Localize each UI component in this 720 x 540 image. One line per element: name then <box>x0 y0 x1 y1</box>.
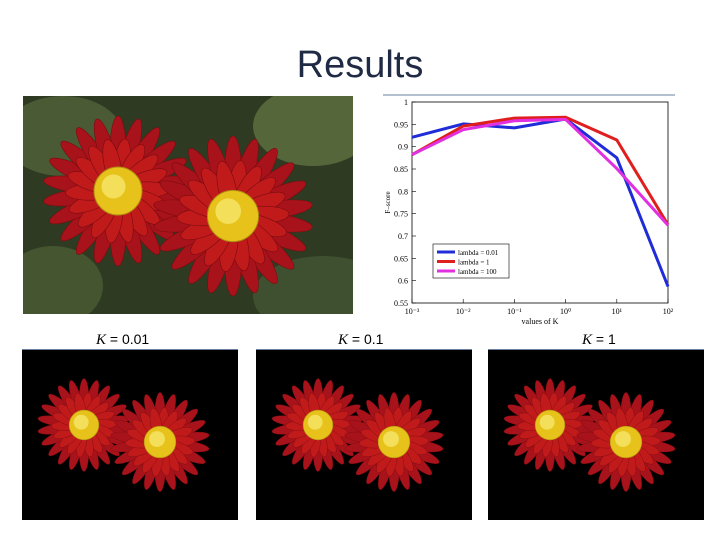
x-tick-label: 10² <box>663 307 674 316</box>
k-label-1: K = 0.01 <box>96 331 150 348</box>
fscore-chart: 0.55 0.6 0.65 0.7 0.75 0.8 0.85 0.9 0.95 1 10⁻³ 10⁻… <box>383 94 675 326</box>
x-tick-label: 10⁻¹ <box>507 307 522 316</box>
series-line-3 <box>411 117 670 227</box>
y-tick-label: 0.65 <box>394 254 408 263</box>
x-tick-label: 10⁻³ <box>405 307 420 316</box>
x-tick-label: 10⁻² <box>456 307 471 316</box>
y-tick-label: 0.7 <box>398 232 408 241</box>
slide-title: Results <box>296 44 424 86</box>
y-axis-label: F–score <box>384 191 392 213</box>
y-tick-label: 0.75 <box>394 210 408 219</box>
x-tick-label: 10⁰ <box>560 307 571 316</box>
k-label-3: K = 1 <box>582 331 616 348</box>
legend-entry: lambda = 100 <box>458 268 497 276</box>
x-axis-label: values of K <box>522 317 559 326</box>
series-line-2 <box>411 115 670 226</box>
y-tick-label: 0.6 <box>398 277 408 286</box>
segmentation-result-1 <box>22 349 238 520</box>
k-label-2: K = 0.1 <box>338 331 384 348</box>
chrysanthemum-photo <box>23 96 353 314</box>
legend-entry: lambda = 0.01 <box>458 249 499 257</box>
segmentation-result-3 <box>488 349 704 520</box>
y-tick-label: 0.85 <box>394 165 408 174</box>
x-tick-label: 10¹ <box>612 307 623 316</box>
y-tick-label: 0.55 <box>394 299 408 308</box>
segmentation-result-2 <box>256 349 472 520</box>
flower-image <box>23 96 353 314</box>
legend-entry: lambda = 1 <box>458 259 490 267</box>
y-tick-label: 1 <box>404 98 408 107</box>
y-tick-label: 0.95 <box>394 120 408 129</box>
y-tick-label: 0.9 <box>398 143 408 152</box>
y-tick-label: 0.8 <box>398 187 408 196</box>
